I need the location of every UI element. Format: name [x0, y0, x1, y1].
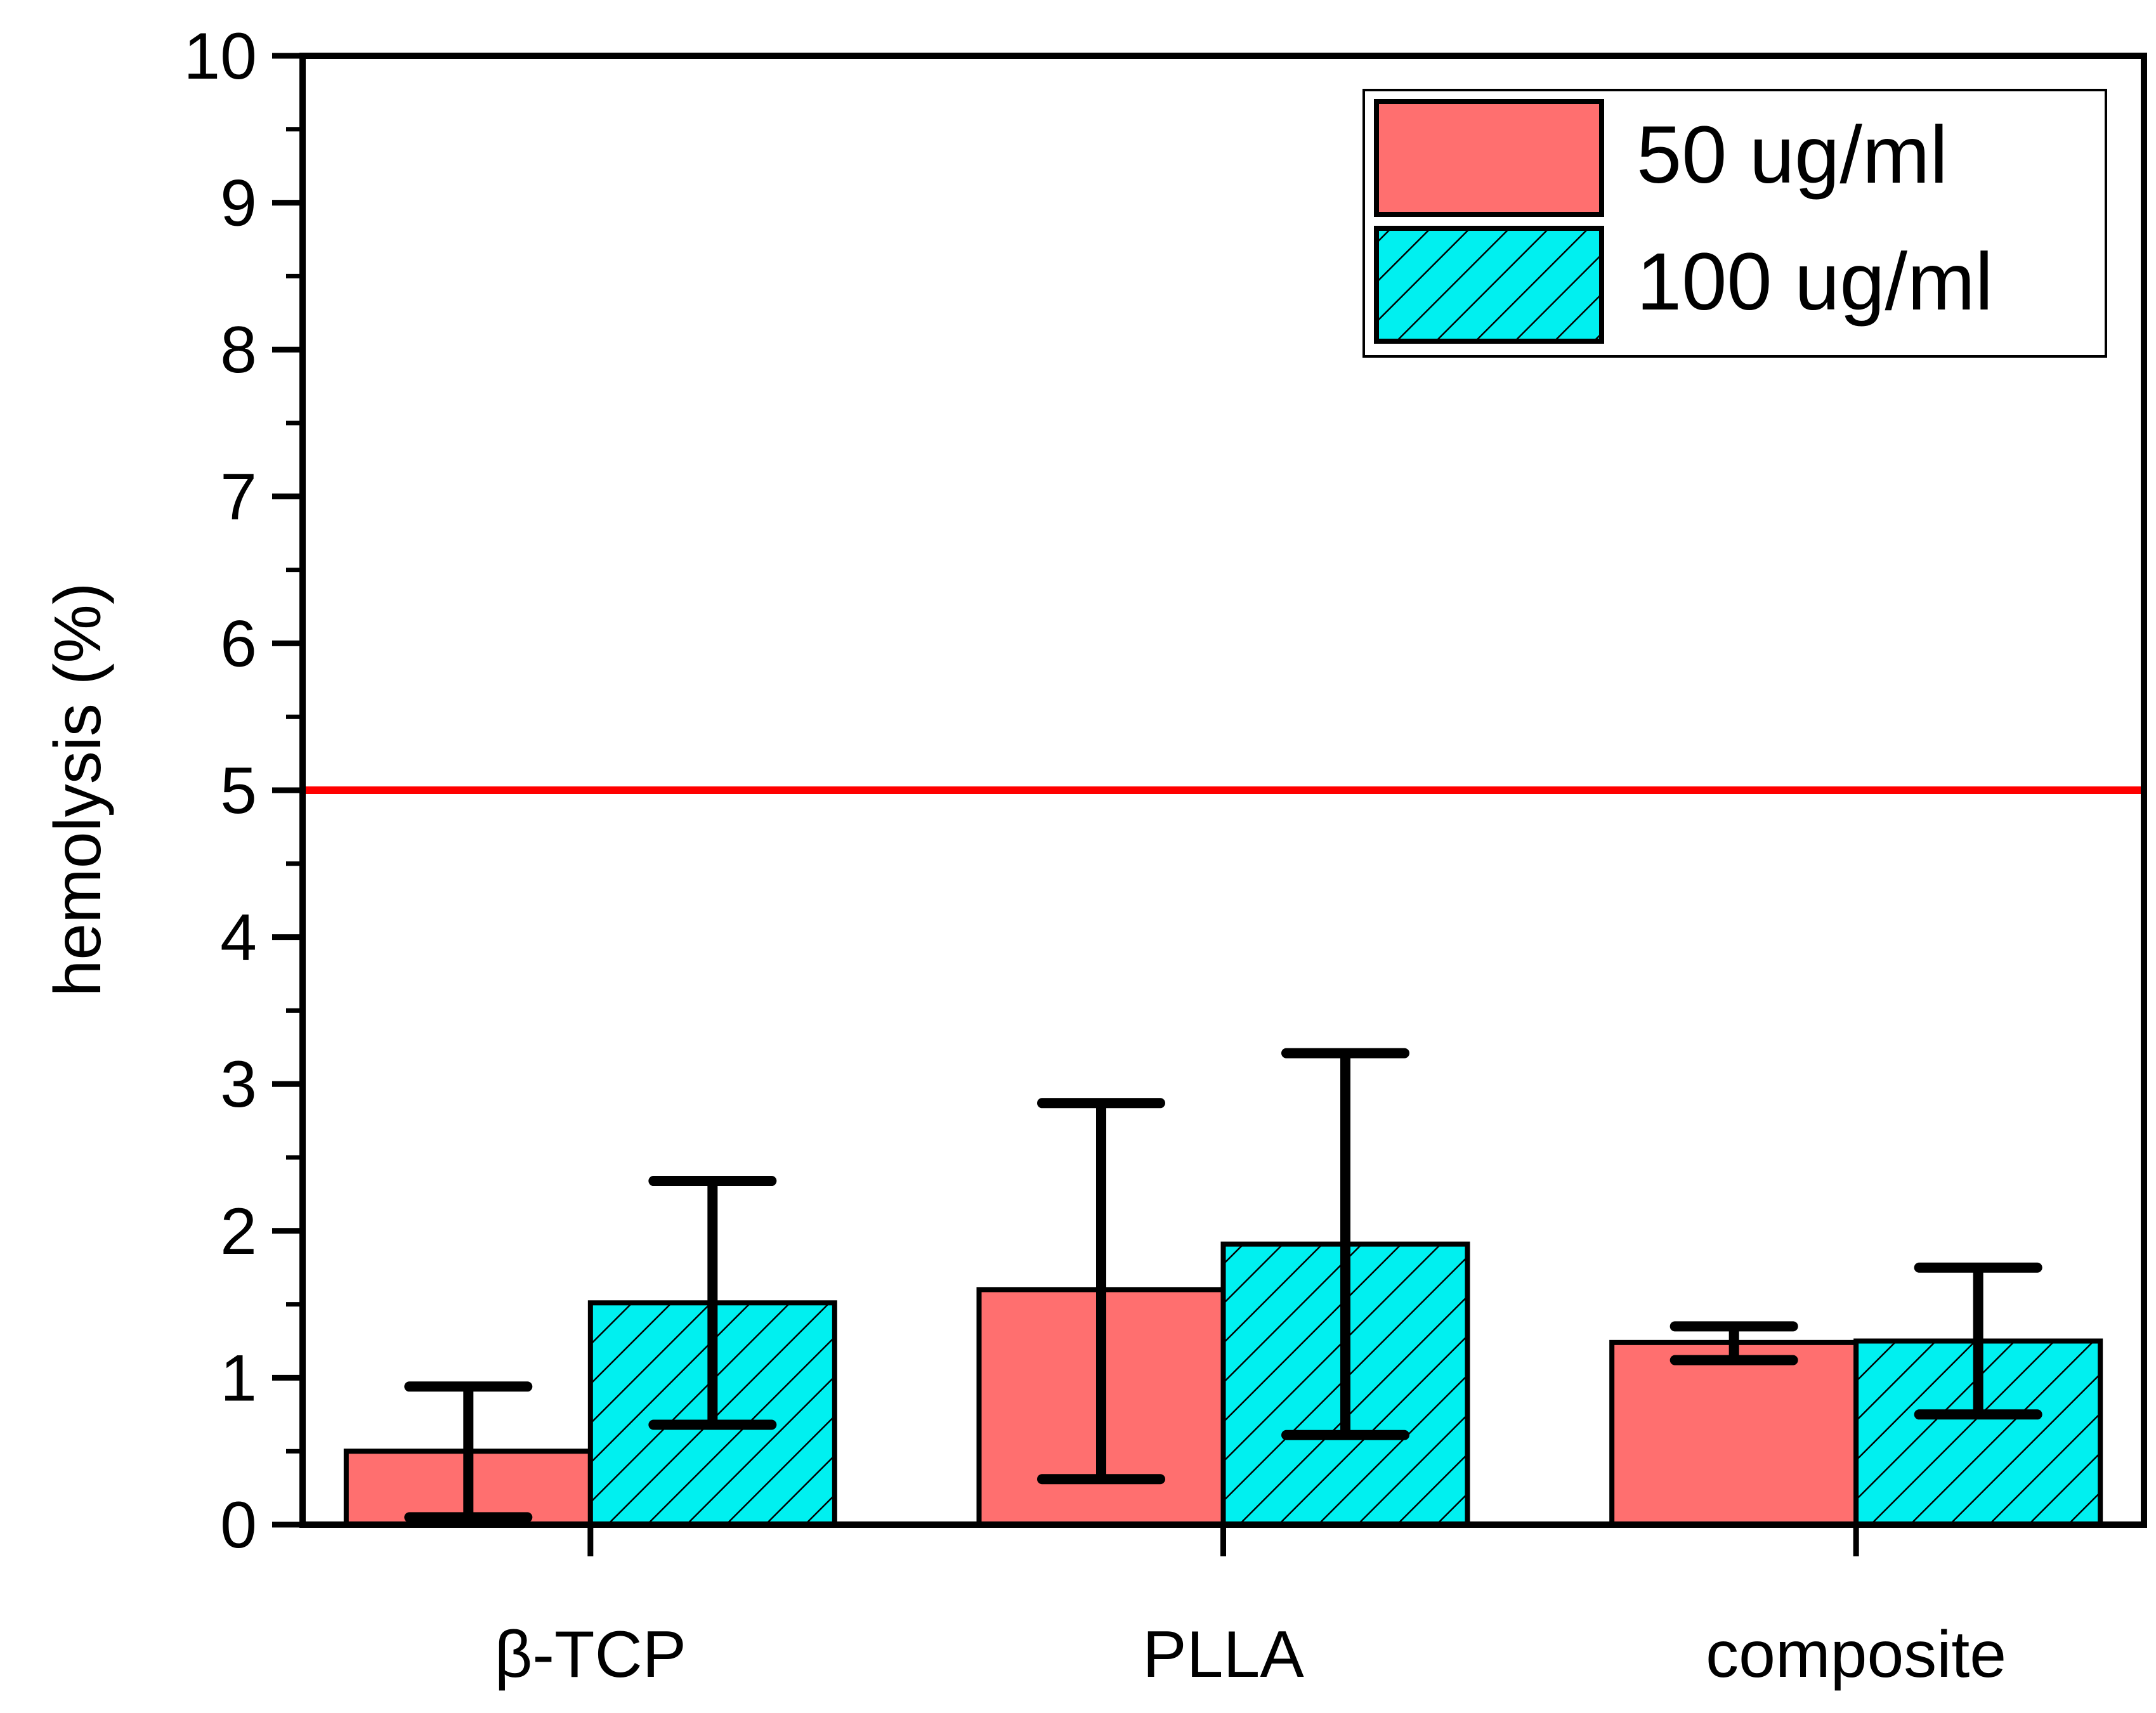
- legend-swatch-outline: [1374, 226, 1604, 344]
- legend-swatch-outline: [1374, 99, 1604, 217]
- y-tick-label: 0: [220, 1488, 257, 1562]
- y-tick-label: 1: [220, 1341, 257, 1415]
- y-axis-title: hemolysis (%): [41, 583, 115, 997]
- y-tick-label: 10: [183, 20, 257, 93]
- y-tick-label: 2: [220, 1195, 257, 1268]
- y-tick-label: 3: [220, 1048, 257, 1121]
- plot-frame: [299, 53, 2147, 1528]
- y-tick-label: 8: [220, 313, 257, 387]
- legend-swatch-hatch: [1376, 228, 1602, 341]
- legend-swatch: [1376, 101, 1602, 214]
- x-tick-label: composite: [1706, 1618, 2006, 1691]
- bar: [1612, 1342, 1857, 1525]
- y-tick-label: 9: [220, 167, 257, 240]
- y-tick-label: 6: [220, 607, 257, 681]
- x-tick-label: β-TCP: [495, 1618, 686, 1691]
- x-tick-label: PLLA: [1142, 1618, 1304, 1691]
- y-tick-label: 5: [220, 754, 257, 828]
- y-tick-label: 4: [220, 901, 257, 975]
- legend-label: 50 ug/ml: [1637, 110, 1948, 200]
- legend-label: 100 ug/ml: [1637, 237, 1993, 327]
- y-tick-label: 7: [220, 460, 257, 534]
